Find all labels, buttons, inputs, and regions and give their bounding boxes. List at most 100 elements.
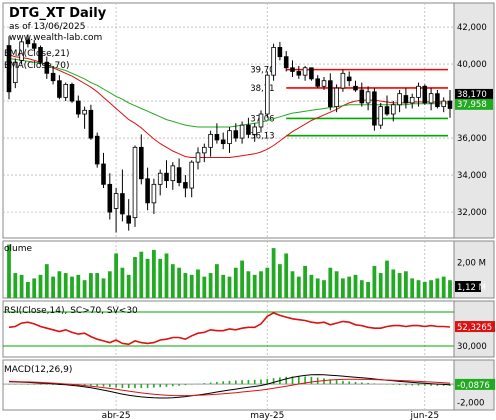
candle-body	[271, 47, 276, 76]
candle-body	[19, 41, 24, 61]
candle-body	[6, 45, 12, 93]
macd-histogram-bar	[90, 384, 92, 386]
volume-bar	[303, 265, 307, 298]
volume-bar	[359, 280, 364, 298]
candle-body	[208, 133, 213, 148]
volume-bar	[170, 264, 175, 298]
candle-body	[157, 172, 163, 185]
macd-histogram-bar	[197, 383, 199, 385]
macd-histogram-bar	[398, 384, 401, 385]
candle-body	[403, 95, 409, 104]
volume-bar	[38, 274, 43, 298]
candle-body	[120, 193, 125, 215]
macd-histogram-bar	[253, 379, 256, 385]
candle-body	[94, 135, 100, 165]
candle-body	[113, 193, 119, 209]
volume-bar	[353, 274, 358, 298]
volume-bar	[133, 257, 137, 298]
candle-body	[63, 84, 68, 98]
macd-histogram-bar	[127, 384, 130, 389]
macd-histogram-bar	[52, 384, 54, 385]
volume-bar	[259, 271, 263, 298]
volume-bar	[315, 278, 320, 298]
volume-bar	[107, 271, 112, 298]
candle-body	[170, 165, 176, 182]
price-pane: 32,00034,00036,00038,00040,00042,00039,7…	[3, 23, 493, 233]
volume-bar	[139, 251, 144, 298]
legend-ema21: EMA(Close,21)	[4, 49, 69, 59]
volume-bar	[221, 274, 226, 298]
volume-bar	[114, 253, 118, 298]
candle-body	[296, 71, 302, 76]
candle-body	[176, 167, 182, 183]
volume-bar	[177, 267, 181, 298]
macd-histogram-bar	[222, 381, 224, 385]
volume-bar	[89, 273, 93, 298]
candle-body	[353, 85, 358, 91]
volume-bar	[252, 274, 257, 298]
y-tick-label: 2,00 M	[457, 258, 486, 268]
volume-bar	[372, 265, 377, 298]
macd-histogram-bar	[373, 383, 376, 385]
volume-bar	[63, 273, 68, 298]
volume-bar	[120, 267, 125, 298]
candle-body	[252, 126, 257, 135]
macd-histogram-bar	[33, 384, 35, 385]
volume-bar	[76, 274, 81, 298]
volume-bar	[265, 267, 270, 298]
x-tick-label: may-25	[250, 411, 284, 420]
volume-bar	[322, 280, 326, 298]
axes: abr-25 may-25 jun-25	[102, 411, 440, 420]
volume-bar	[70, 276, 74, 298]
legend-rsi: RSI(Close,14), SC>70, SV<30	[4, 306, 138, 316]
level-label: 36,13	[250, 132, 274, 142]
macd-histogram-bar	[102, 384, 105, 387]
volume-bar	[7, 244, 11, 298]
macd-value-label: -0,0876	[457, 381, 490, 391]
macd-pane: -2,000 -0,0876	[3, 374, 495, 409]
macd-histogram-bar	[367, 382, 369, 385]
candle-body	[139, 146, 144, 180]
candle-body	[397, 93, 402, 106]
candle-body	[435, 93, 440, 108]
macd-histogram-bar	[39, 384, 42, 385]
candle-body	[277, 47, 283, 58]
candle-body	[132, 146, 138, 219]
candle-body	[57, 80, 62, 98]
macd-histogram-bar	[96, 384, 98, 387]
volume-bar	[82, 280, 87, 298]
candle-body	[346, 76, 352, 82]
candle-body	[76, 100, 81, 115]
candle-body	[220, 139, 226, 145]
candle-body	[239, 124, 245, 139]
macd-histogram-bar	[115, 384, 117, 388]
candle-body	[13, 61, 18, 83]
y-tick-label: 42,000	[457, 23, 487, 33]
candle-body	[246, 124, 251, 135]
source-label: www.wealth-lab.com	[9, 33, 102, 43]
volume-bar	[19, 274, 24, 298]
macd-histogram-bar	[354, 382, 357, 385]
macd-histogram-bar	[392, 384, 395, 385]
volume-bar	[397, 273, 402, 298]
volume-bar	[196, 269, 200, 298]
volume-bar	[13, 273, 18, 298]
volume-bar	[233, 267, 238, 298]
macd-histogram-bar	[260, 379, 262, 385]
volume-value-label: 1,12 M	[457, 283, 486, 293]
candle-body	[384, 106, 390, 115]
macd-histogram-bar	[342, 380, 344, 385]
macd-histogram-bar	[323, 378, 325, 385]
volume-bar	[410, 278, 415, 298]
candle-body	[328, 80, 333, 108]
macd-histogram-bar	[348, 381, 350, 385]
volume-bar	[278, 264, 282, 298]
y-tick-label: 36,000	[457, 134, 487, 144]
macd-histogram-bar	[216, 381, 218, 385]
macd-histogram-bar	[417, 384, 420, 386]
candle-body	[265, 74, 270, 115]
macd-histogram-bar	[386, 384, 388, 385]
macd-histogram-bar	[310, 376, 313, 385]
macd-histogram-bar	[165, 384, 168, 387]
volume-value-box	[455, 281, 481, 292]
